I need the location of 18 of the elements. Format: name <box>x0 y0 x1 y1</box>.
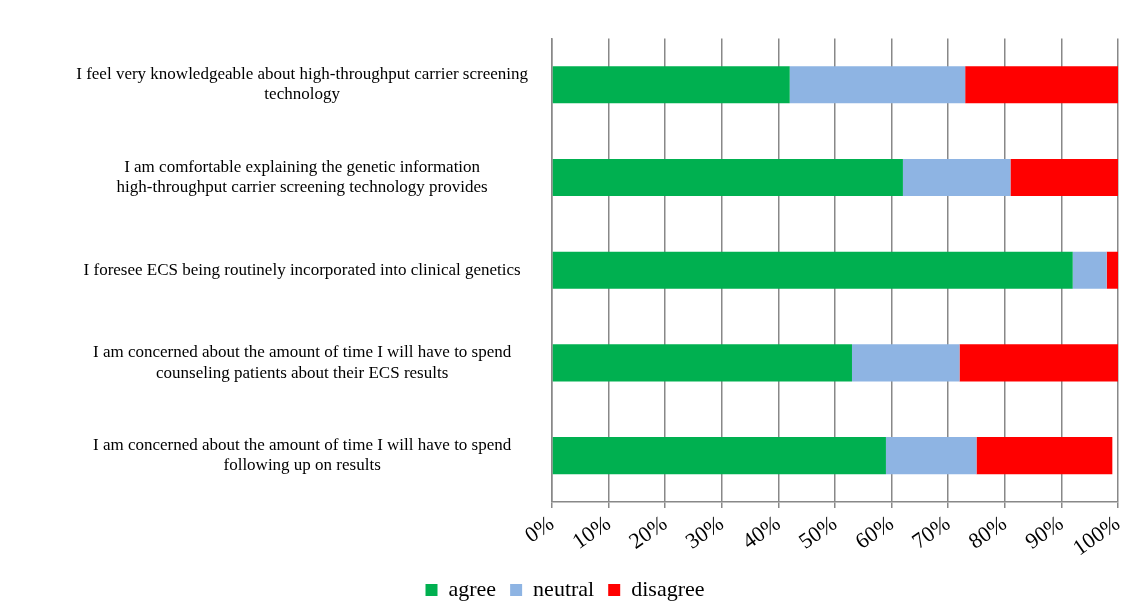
x-tick-label: 60% <box>850 510 898 554</box>
x-tick-label: 10% <box>567 510 615 554</box>
x-tick-label: 20% <box>624 510 672 554</box>
x-tick-label: 30% <box>680 510 728 554</box>
legend-label: neutral <box>533 575 595 601</box>
y-tick-label: I am concerned about the amount of time I will have to spend counseling patients about their ECS results <box>93 342 512 382</box>
x-tick-label: 50% <box>793 510 842 554</box>
y-tick-label: I am comfortable explaining the genetic information high-throughput carrier screening technology provides <box>116 156 488 197</box>
x-tick-label: 0% <box>519 510 559 548</box>
x-tick-label: 40% <box>737 510 785 554</box>
y-tick-label: I feel very knowledgeable about high-throughput carrier screening technology <box>76 64 529 104</box>
y-tick-label: I am concerned about the amount of time I will have to spend following up on results <box>93 434 512 475</box>
x-tick-label: 70% <box>907 510 955 554</box>
x-tick-label: 80% <box>963 510 1011 554</box>
legend-label: agree <box>448 575 497 601</box>
y-tick-label: I foresee ECS being routinely incorporated into clinical genetics <box>83 259 521 279</box>
x-tick-label: 90% <box>1020 510 1068 554</box>
legend-label: disagree <box>631 575 705 601</box>
